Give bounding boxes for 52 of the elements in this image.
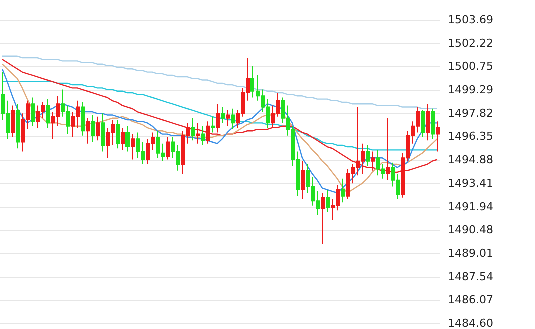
candlestick [231, 108, 235, 130]
y-tick-label: 1499.29 [448, 83, 494, 96]
y-tick-label: 1493.41 [448, 176, 494, 190]
candlestick [341, 178, 345, 204]
candlestick [31, 97, 35, 127]
y-tick-label: 1500.75 [448, 60, 494, 74]
y-tick-label: 1487.54 [448, 270, 494, 284]
y-tick-label: 1486.07 [448, 294, 494, 307]
candlestick [86, 118, 90, 144]
y-tick-label: 1489.01 [448, 246, 494, 260]
candlestick [216, 104, 220, 134]
candlestick [250, 65, 254, 98]
candlestick [426, 104, 430, 142]
candlestick [206, 121, 210, 144]
y-tick-label: 1497.82 [448, 106, 494, 120]
candlestick [96, 116, 100, 142]
candlestick [301, 160, 305, 200]
candlestick [421, 110, 425, 138]
y-tick-label: 1484.60 [448, 317, 494, 329]
y-tick-label: 1491.94 [448, 200, 494, 214]
candlestick [125, 126, 130, 152]
candlestick [11, 105, 15, 138]
candlestick [431, 108, 435, 140]
candlestick [436, 121, 440, 152]
candlestick [326, 189, 330, 213]
candlestick [221, 106, 225, 124]
candlestick [211, 116, 215, 134]
y-tick-label: 1503.69 [448, 14, 494, 26]
y-tick-label: 1494.88 [448, 154, 494, 167]
candlestick [386, 118, 390, 181]
candlestick [166, 136, 170, 160]
candlestick [371, 151, 375, 172]
candlestick [46, 98, 50, 128]
candlestick [201, 126, 205, 146]
candlestick [121, 127, 125, 151]
candlestick [131, 134, 135, 160]
y-tick-label: 1490.48 [448, 224, 494, 237]
line-series [2, 58, 438, 174]
candlestick [101, 113, 105, 152]
candlestick [16, 104, 20, 150]
candlestick [226, 110, 230, 127]
candlestick [321, 192, 325, 245]
candlestick [196, 122, 200, 144]
line-series [2, 81, 438, 151]
candlestick [81, 102, 85, 136]
line-series [2, 56, 438, 110]
candlestick [366, 144, 370, 167]
candlestick [191, 118, 195, 142]
y-tick-label: 1496.35 [448, 130, 494, 144]
candlestick [91, 114, 95, 143]
candlestick [116, 120, 120, 150]
y-tick-label: 1502.22 [448, 36, 494, 50]
